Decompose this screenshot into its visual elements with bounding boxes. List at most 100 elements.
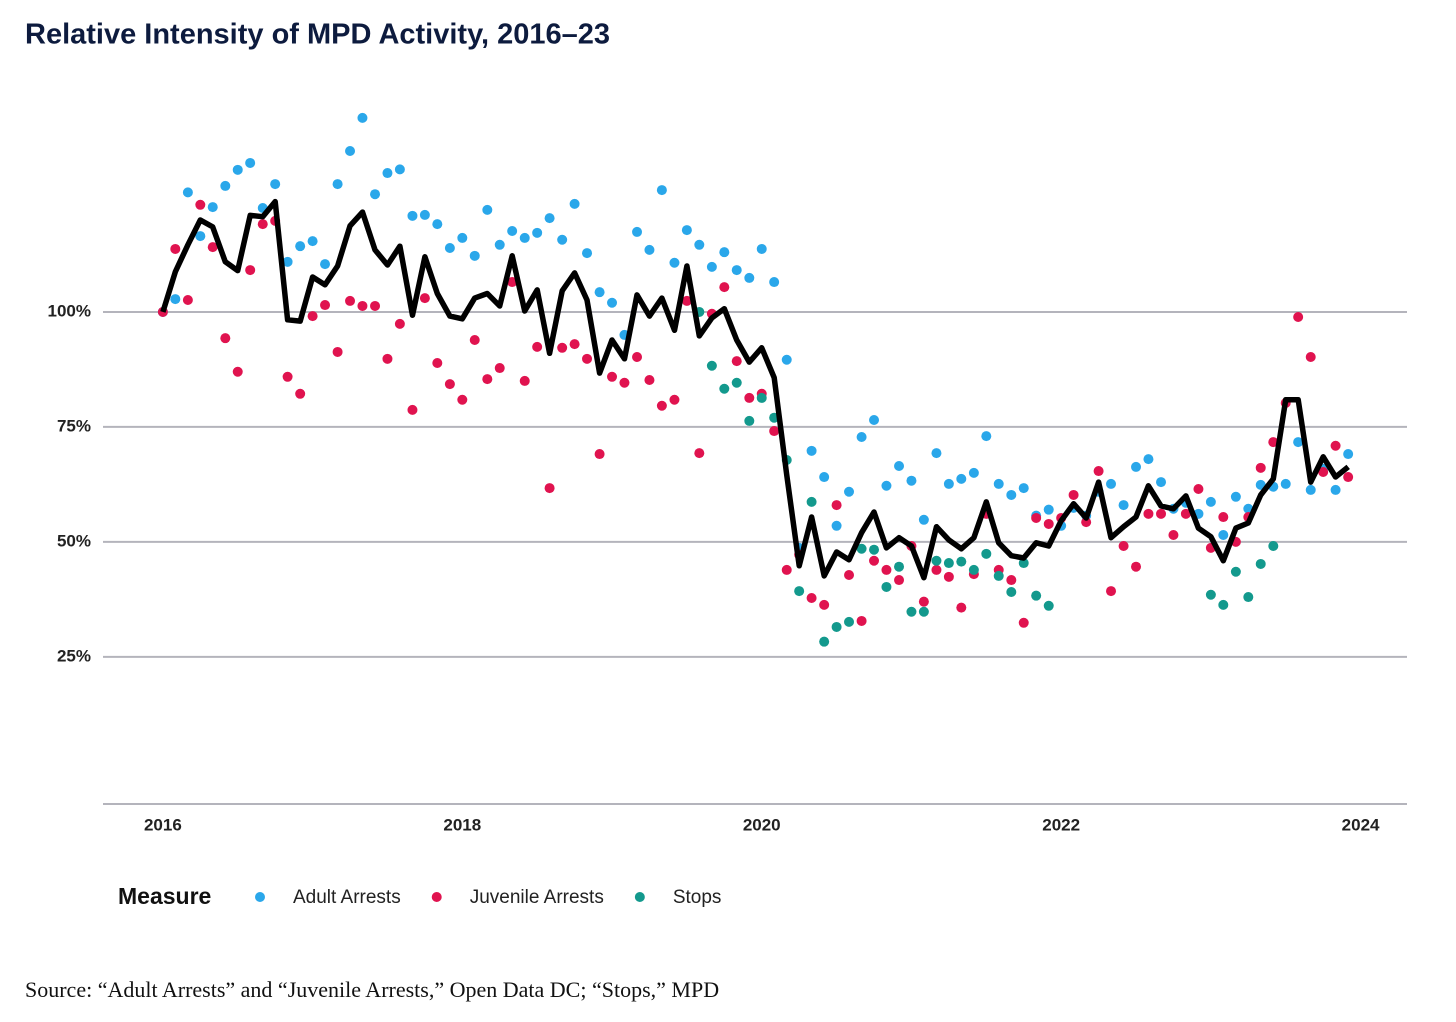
data-point <box>669 394 680 405</box>
data-point <box>844 486 855 497</box>
data-point <box>1293 311 1304 322</box>
data-point <box>956 602 967 613</box>
data-point <box>1018 558 1029 569</box>
data-point <box>282 371 293 382</box>
data-point <box>806 496 817 507</box>
data-point <box>195 199 206 210</box>
data-point <box>781 564 792 575</box>
data-point <box>457 232 468 243</box>
data-point <box>1330 484 1341 495</box>
data-point <box>494 239 505 250</box>
data-point <box>769 426 780 437</box>
data-point <box>370 300 381 311</box>
data-point <box>931 564 942 575</box>
data-point <box>719 247 730 258</box>
data-point <box>1106 478 1117 489</box>
x-tick-label: 2020 <box>743 815 781 834</box>
data-point <box>819 636 830 647</box>
data-point <box>245 265 256 276</box>
legend-label: Stops <box>673 887 722 908</box>
data-point <box>619 377 630 388</box>
data-point <box>968 467 979 478</box>
data-point <box>507 226 518 237</box>
data-point <box>1343 449 1354 460</box>
data-point <box>831 500 842 511</box>
data-point <box>295 388 306 399</box>
data-point <box>744 392 755 403</box>
data-point <box>781 354 792 365</box>
data-point <box>943 571 954 582</box>
data-point <box>307 236 318 247</box>
data-point <box>1218 512 1229 523</box>
data-point <box>918 514 929 525</box>
data-point <box>656 185 667 196</box>
data-point <box>357 112 368 123</box>
data-point <box>844 569 855 580</box>
data-point <box>332 179 343 190</box>
data-point <box>706 360 717 371</box>
data-point <box>1006 489 1017 500</box>
data-point <box>544 483 555 494</box>
data-point <box>295 241 306 252</box>
data-point <box>569 339 580 350</box>
data-point <box>819 472 830 483</box>
data-point <box>806 445 817 456</box>
data-point <box>856 432 867 443</box>
data-point <box>532 341 543 352</box>
data-point <box>507 277 518 288</box>
y-tick-label: 100% <box>48 301 91 320</box>
data-point <box>756 392 767 403</box>
data-point <box>1043 600 1054 611</box>
data-point <box>1168 529 1179 540</box>
data-point <box>320 300 331 311</box>
data-point <box>220 180 231 191</box>
data-point <box>956 473 967 484</box>
data-point <box>370 189 381 200</box>
data-point <box>943 558 954 569</box>
x-tick-label: 2022 <box>1042 815 1080 834</box>
data-point <box>232 164 243 175</box>
line <box>160 198 1350 581</box>
y-tick-label: 50% <box>57 531 91 550</box>
data-point <box>731 265 742 276</box>
data-point <box>1255 462 1266 473</box>
data-point <box>1068 489 1079 500</box>
data-point <box>694 448 705 459</box>
data-point <box>1118 541 1129 552</box>
data-point <box>756 243 767 254</box>
data-point <box>869 544 880 555</box>
data-point <box>607 371 618 382</box>
data-point <box>719 282 730 293</box>
data-point <box>1131 461 1142 472</box>
data-point <box>1305 484 1316 495</box>
data-point <box>1031 512 1042 523</box>
data-point <box>1081 517 1092 528</box>
data-point <box>170 294 181 305</box>
data-point <box>519 232 530 243</box>
data-point <box>594 449 605 460</box>
data-point <box>220 333 231 344</box>
data-point <box>694 239 705 250</box>
data-point <box>469 334 480 345</box>
data-point <box>245 157 256 168</box>
data-point <box>1018 483 1029 494</box>
data-point <box>1230 491 1241 502</box>
data-point <box>1293 437 1304 448</box>
data-point <box>981 431 992 442</box>
data-point <box>257 219 268 230</box>
data-point <box>332 346 343 357</box>
data-point <box>407 210 418 221</box>
data-point <box>419 293 430 304</box>
data-point <box>856 543 867 554</box>
data-point <box>881 581 892 592</box>
data-point <box>1043 504 1054 515</box>
data-point <box>1006 587 1017 598</box>
data-point <box>345 295 356 306</box>
legend-label: Adult Arrests <box>293 887 401 908</box>
x-tick-label: 2018 <box>443 815 481 834</box>
data-point <box>918 596 929 607</box>
data-point <box>831 621 842 632</box>
x-tick-label: 2016 <box>144 815 182 834</box>
data-point <box>731 377 742 388</box>
